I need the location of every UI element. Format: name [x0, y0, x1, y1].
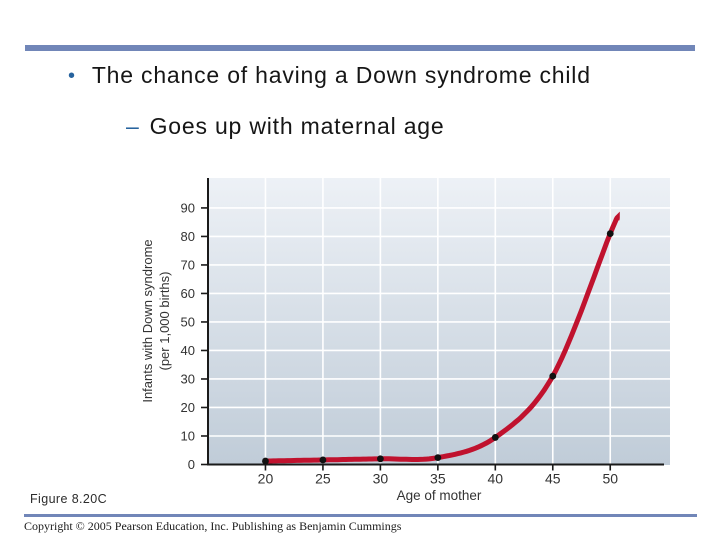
- bullet-icon: •: [68, 65, 76, 87]
- data-point: [319, 456, 327, 464]
- y-tick-label: 80: [181, 229, 195, 244]
- dash-icon: –: [126, 113, 140, 139]
- y-axis-title-line1: Infants with Down syndrome: [140, 239, 155, 403]
- data-point: [262, 457, 269, 465]
- subtitle-line: – Goes up with maternal age: [126, 113, 686, 140]
- slide-subtitle: Goes up with maternal age: [149, 113, 445, 139]
- y-tick-label: 50: [181, 314, 195, 329]
- figure-label: Figure 8.20C: [30, 492, 108, 506]
- x-tick-label: 50: [602, 471, 618, 487]
- top-divider-bar: [25, 45, 695, 51]
- data-curve: [263, 211, 620, 464]
- data-point: [606, 230, 614, 237]
- y-tick-label: 70: [181, 257, 195, 272]
- data-point: [491, 434, 499, 441]
- data-point: [434, 454, 442, 462]
- x-tick-label: 40: [488, 471, 504, 487]
- bottom-divider-bar: [24, 514, 697, 517]
- x-tick-label: 30: [373, 471, 389, 487]
- x-tick-label: 45: [545, 471, 561, 487]
- y-tick-label: 60: [181, 286, 195, 301]
- y-tick-label: 10: [181, 428, 195, 443]
- x-tick-label: 20: [258, 471, 274, 487]
- title-line: • The chance of having a Down syndrome ch…: [68, 62, 688, 89]
- data-point: [376, 455, 384, 463]
- y-tick-label: 20: [181, 400, 195, 415]
- y-tick-label: 30: [181, 371, 195, 386]
- y-axis-title-line2: (per 1,000 births): [157, 271, 172, 371]
- y-tick-label: 90: [181, 200, 195, 215]
- x-tick-label: 35: [430, 471, 446, 487]
- x-axis-title: Age of mother: [396, 488, 482, 503]
- copyright-text: Copyright © 2005 Pearson Education, Inc.…: [24, 519, 402, 533]
- x-tick-label: 25: [315, 471, 331, 487]
- y-axis-title: Infants with Down syndrome (per 1,000 bi…: [139, 171, 173, 471]
- y-tick-label: 0: [188, 457, 195, 472]
- slide-title: The chance of having a Down syndrome chi…: [91, 62, 591, 88]
- data-point: [549, 372, 557, 380]
- y-tick-label: 40: [181, 343, 195, 358]
